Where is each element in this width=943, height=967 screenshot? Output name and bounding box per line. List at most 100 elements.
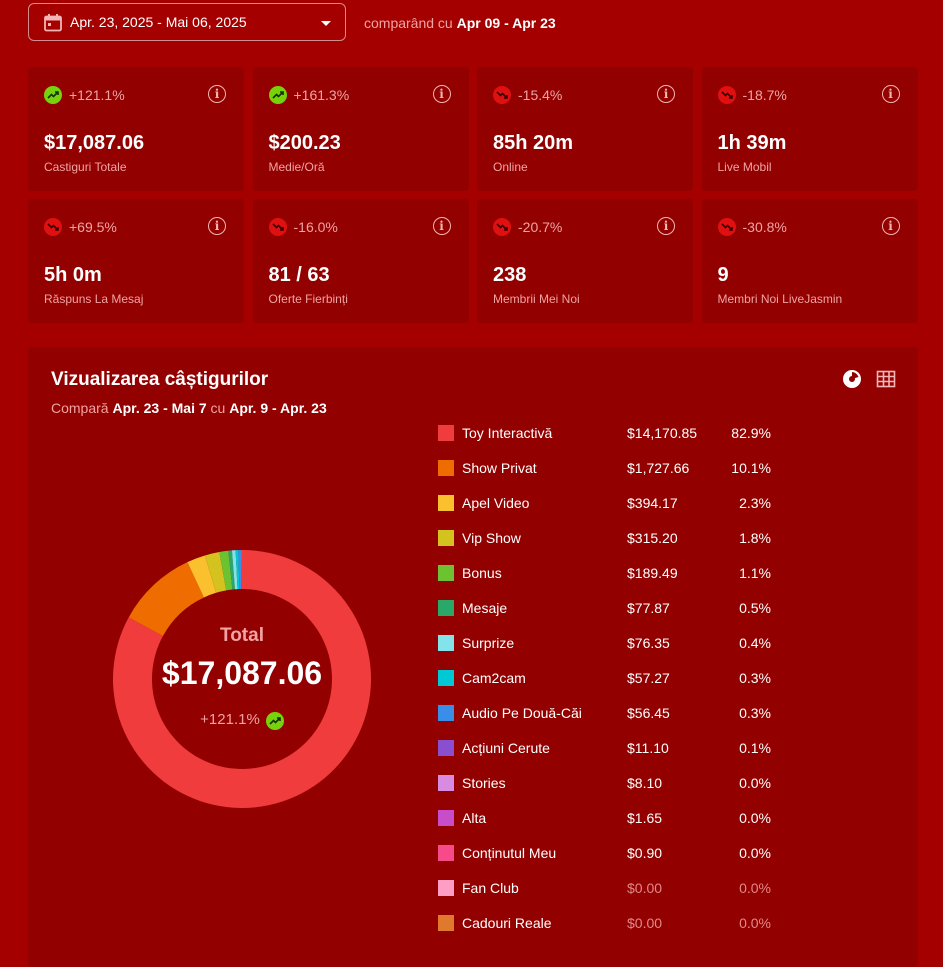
sub-mid: cu xyxy=(211,400,226,416)
trend-down-icon xyxy=(493,218,511,236)
legend-amount: $394.17 xyxy=(627,495,678,511)
sub-range-current: Apr. 23 - Mai 7 xyxy=(112,400,206,416)
stat-value: $200.23 xyxy=(269,132,341,155)
stat-value: 238 xyxy=(493,264,526,287)
stat-change: +161.3% xyxy=(294,87,350,103)
legend-label: Toy Interactivă xyxy=(462,425,552,441)
earnings-panel: Vizualizarea câștigurilor Compară Apr. 2… xyxy=(28,347,918,967)
legend-label: Fan Club xyxy=(462,880,519,896)
legend-percent: 0.0% xyxy=(739,845,771,861)
legend-percent: 10.1% xyxy=(731,460,771,476)
legend-amount: $8.10 xyxy=(627,775,662,791)
legend-label: Surprize xyxy=(462,635,514,651)
stat-label: Răspuns La Mesaj xyxy=(44,292,143,306)
stat-value: 85h 20m xyxy=(493,132,573,155)
trend-down-icon xyxy=(718,218,736,236)
date-range-value: Apr. 23, 2025 - Mai 06, 2025 xyxy=(70,14,247,30)
legend-label: Show Privat xyxy=(462,460,537,476)
panel-title: Vizualizarea câștigurilor xyxy=(51,369,268,391)
legend-amount: $76.35 xyxy=(627,635,670,651)
legend-swatch xyxy=(438,530,454,546)
total-value: $17,087.06 xyxy=(112,655,372,692)
legend-percent: 0.0% xyxy=(739,880,771,896)
stat-card: -15.4% i 85h 20m Online xyxy=(477,67,693,191)
total-label: Total xyxy=(112,625,372,647)
legend-swatch xyxy=(438,915,454,931)
legend-item: Cadouri Reale $0.00 0.0% xyxy=(438,914,798,934)
trend-down-icon xyxy=(493,86,511,104)
stat-label: Castiguri Totale xyxy=(44,160,127,174)
stat-value: 5h 0m xyxy=(44,264,102,287)
legend-label: Mesaje xyxy=(462,600,507,616)
legend-percent: 0.5% xyxy=(739,600,771,616)
pie-chart-view-icon[interactable] xyxy=(842,369,862,389)
info-icon[interactable]: i xyxy=(657,217,675,235)
info-icon[interactable]: i xyxy=(208,85,226,103)
legend-amount: $0.00 xyxy=(627,915,662,931)
legend-label: Cadouri Reale xyxy=(462,915,552,931)
trend-up-icon xyxy=(44,86,62,104)
stat-label: Membrii Mei Noi xyxy=(493,292,580,306)
legend-item: Toy Interactivă $14,170.85 82.9% xyxy=(438,424,798,444)
stat-card: -30.8% i 9 Membri Noi LiveJasmin xyxy=(702,199,918,323)
info-icon[interactable]: i xyxy=(657,85,675,103)
stat-change: -30.8% xyxy=(743,219,787,235)
legend-swatch xyxy=(438,705,454,721)
legend-amount: $14,170.85 xyxy=(627,425,697,441)
legend-percent: 0.0% xyxy=(739,915,771,931)
legend-swatch xyxy=(438,565,454,581)
info-icon[interactable]: i xyxy=(882,85,900,103)
trend-down-icon xyxy=(269,218,287,236)
table-view-icon[interactable] xyxy=(876,369,896,389)
stat-label: Membri Noi LiveJasmin xyxy=(718,292,843,306)
stat-change: +121.1% xyxy=(69,87,125,103)
compare-range: Apr 09 - Apr 23 xyxy=(457,15,556,31)
legend-swatch xyxy=(438,880,454,896)
legend-swatch xyxy=(438,600,454,616)
stat-value: $17,087.06 xyxy=(44,132,144,155)
stat-label: Medie/Oră xyxy=(269,160,325,174)
trend-down-icon xyxy=(718,86,736,104)
total-change: +121.1% xyxy=(112,711,372,728)
stat-label: Oferte Fierbinți xyxy=(269,292,348,306)
legend-percent: 82.9% xyxy=(731,425,771,441)
stat-label: Online xyxy=(493,160,528,174)
legend-amount: $189.49 xyxy=(627,565,678,581)
info-icon[interactable]: i xyxy=(433,217,451,235)
donut-center: Total $17,087.06 +121.1% xyxy=(112,549,372,809)
info-icon[interactable]: i xyxy=(208,217,226,235)
trend-up-icon xyxy=(266,712,284,730)
chevron-down-icon xyxy=(321,21,331,26)
date-range-picker[interactable]: Apr. 23, 2025 - Mai 06, 2025 xyxy=(28,3,346,41)
info-icon[interactable]: i xyxy=(433,85,451,103)
legend-swatch xyxy=(438,810,454,826)
legend-swatch xyxy=(438,635,454,651)
legend-amount: $315.20 xyxy=(627,530,678,546)
legend-swatch xyxy=(438,425,454,441)
stat-change: -18.7% xyxy=(743,87,787,103)
legend-percent: 1.8% xyxy=(739,530,771,546)
legend-percent: 0.1% xyxy=(739,740,771,756)
legend-label: Bonus xyxy=(462,565,502,581)
stat-change: -15.4% xyxy=(518,87,562,103)
legend-percent: 0.0% xyxy=(739,810,771,826)
stat-value: 9 xyxy=(718,264,729,287)
legend-amount: $56.45 xyxy=(627,705,670,721)
info-icon[interactable]: i xyxy=(882,217,900,235)
legend-amount: $11.10 xyxy=(627,740,669,756)
compare-prefix: comparând cu xyxy=(364,15,453,31)
legend-swatch xyxy=(438,460,454,476)
compare-period: comparând cu Apr 09 - Apr 23 xyxy=(364,15,556,31)
stat-card: +121.1% i $17,087.06 Castiguri Totale xyxy=(28,67,244,191)
